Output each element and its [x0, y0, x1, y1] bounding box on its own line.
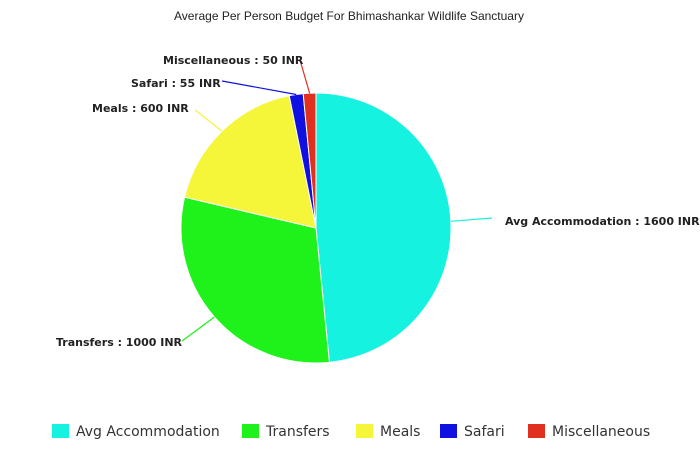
connector-safari	[221, 80, 297, 96]
slice-label-transfers: Transfers : 1000 INR	[56, 336, 183, 349]
chart-title: Average Per Person Budget For Bhimashank…	[174, 9, 524, 23]
slice-label-miscellaneous: Miscellaneous : 50 INR	[163, 54, 304, 67]
slice-label-avg-accommodation: Avg Accommodation : 1600 INR	[505, 215, 700, 228]
slice-label-safari: Safari : 55 INR	[131, 77, 221, 90]
legend-swatch-transfers	[242, 424, 259, 438]
legend-swatch-meals	[356, 424, 373, 438]
connector-transfers	[181, 316, 215, 342]
connector-meals	[194, 109, 223, 132]
connector-avg-accommodation	[450, 217, 493, 222]
slice-label-meals: Meals : 600 INR	[92, 102, 189, 115]
legend-label-meals: Meals	[380, 424, 420, 440]
connector-miscellaneous	[299, 59, 311, 94]
legend-swatch-safari	[440, 424, 457, 438]
legend-label-miscellaneous: Miscellaneous	[552, 424, 650, 440]
legend-item-miscellaneous[interactable]: Miscellaneous	[528, 424, 650, 440]
legend-label-avg-accommodation: Avg Accommodation	[76, 424, 220, 440]
legend-item-transfers[interactable]: Transfers	[242, 424, 330, 440]
legend-swatch-miscellaneous	[528, 424, 545, 438]
legend-swatch-avg-accommodation	[52, 424, 69, 438]
legend-label-transfers: Transfers	[265, 424, 330, 440]
legend-item-meals[interactable]: Meals	[356, 424, 420, 440]
legend-item-safari[interactable]: Safari	[440, 424, 505, 440]
pie-slice-avg-accommodation[interactable]	[315, 92, 452, 363]
pie-slice-meals[interactable]	[183, 95, 317, 229]
pie-slice-transfers[interactable]	[180, 196, 330, 364]
label-connectors	[181, 59, 493, 342]
legend: Avg Accommodation Transfers Meals Safari Mis…	[52, 424, 650, 440]
slice-labels: Avg Accommodation : 1600 INR Transfers : …	[56, 54, 700, 349]
legend-label-safari: Safari	[464, 424, 505, 440]
legend-item-avg-accommodation[interactable]: Avg Accommodation	[52, 424, 220, 440]
pie-slices	[180, 92, 452, 364]
